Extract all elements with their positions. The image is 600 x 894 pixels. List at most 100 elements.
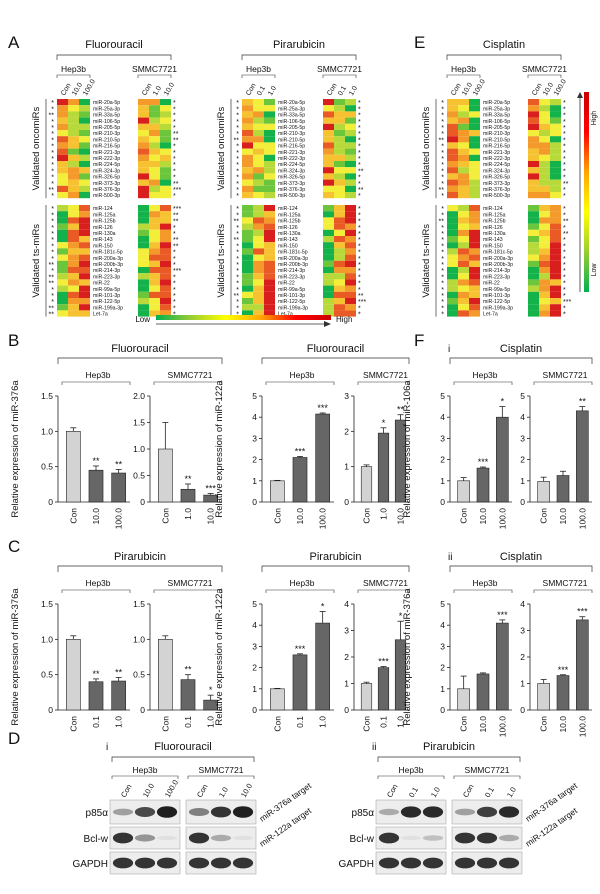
- heatmap-cell: [550, 298, 561, 305]
- bar: [158, 639, 173, 711]
- significance-right: *: [173, 281, 176, 288]
- heatmap-cell: [334, 291, 345, 298]
- heatmap-cell: [539, 310, 550, 317]
- heatmap-cell: [149, 154, 160, 161]
- y-tick-label: 4: [344, 599, 349, 609]
- cell-line-label: SMMC7721: [543, 578, 588, 588]
- heatmap-cell: [242, 161, 253, 168]
- significance-left: *: [236, 206, 239, 213]
- significance-right: *: [563, 137, 566, 144]
- heatmap-cell: [447, 173, 458, 180]
- heatmap-cell: [264, 298, 275, 305]
- heatmap-cell: [149, 285, 160, 292]
- heatmap-cell: [79, 267, 90, 274]
- significance-label: *: [501, 397, 505, 407]
- heatmap-cell: [334, 248, 345, 255]
- significance-left: *: [236, 113, 239, 120]
- heatmap-cell: [447, 291, 458, 298]
- x-tick-label: Con: [160, 716, 170, 732]
- heatmap-cell: [458, 111, 469, 118]
- heatmap-cell: [539, 254, 550, 261]
- y-axis-label: Relative expression of miR-376a: [10, 588, 21, 726]
- significance-label: ***: [295, 644, 306, 654]
- blot-band: [112, 832, 134, 844]
- heatmap-cell: [253, 236, 264, 243]
- heatmap-cell: [323, 111, 334, 118]
- sub-panel-label: ii: [448, 552, 452, 563]
- heatmap-cell: [334, 154, 345, 161]
- x-tick-label: 10.0: [295, 508, 305, 525]
- significance-right: *: [358, 137, 361, 144]
- heatmap-cell: [323, 154, 334, 161]
- heatmap-cell: [57, 105, 68, 112]
- blot-band: [134, 807, 156, 817]
- heatmap-cell: [345, 205, 356, 212]
- heatmap-cell: [253, 254, 264, 261]
- heatmap-cell: [68, 117, 79, 124]
- y-tick-label: 1: [440, 476, 445, 486]
- significance-right: *: [358, 237, 361, 244]
- heatmap-cell: [458, 205, 469, 212]
- cell-line-bracket: [265, 589, 335, 593]
- bar-group-SMMC7721: SMMC7721 0 1 2 3 Con * 1.0 ** 10.0: [344, 370, 410, 525]
- significance-label: ***: [558, 665, 569, 675]
- concentration-label: 1.0: [505, 785, 518, 799]
- mirna-row-label: miR-150: [483, 243, 503, 249]
- heatmap-cell: [539, 117, 550, 124]
- x-tick-label: 10.0: [558, 508, 568, 525]
- heatmap-cell: [138, 205, 149, 212]
- significance-left: *: [441, 250, 444, 257]
- y-tick-label: 0: [140, 705, 145, 715]
- heatmap-cell: [528, 211, 539, 218]
- bar: [292, 654, 308, 711]
- heatmap-cell: [323, 205, 334, 212]
- blot-band: [476, 832, 498, 844]
- significance-left: *: [236, 250, 239, 257]
- significance-left: **: [49, 281, 55, 288]
- heatmap-cell: [160, 154, 171, 161]
- y-tick-label: 0: [440, 497, 445, 507]
- heatmap-cell: [160, 304, 171, 311]
- significance-label: ***: [295, 446, 306, 456]
- heatmap-cell: [242, 260, 253, 267]
- y-tick-label: 2: [440, 455, 445, 465]
- cell-line-label: Hep3b: [85, 370, 110, 380]
- cell-line-bracket: [322, 74, 357, 78]
- heatmap-cell: [550, 205, 561, 212]
- y-tick-label: 2: [440, 663, 445, 673]
- concentration-label: 10.0: [239, 782, 254, 799]
- significance-left: *: [441, 305, 444, 312]
- blot-band: [476, 806, 498, 818]
- y-tick-label: 2: [344, 652, 349, 662]
- heatmap-cell: [242, 310, 253, 317]
- blot-band: [476, 857, 498, 869]
- heatmap-cell: [79, 291, 90, 298]
- heatmap-cell: [469, 205, 480, 212]
- heatmap-cell: [528, 285, 539, 292]
- western-blot-i: i Fluorouracil Hep3b Con 10.0 100.0 SMMC7721 Co…: [72, 741, 314, 875]
- blot-band: [378, 832, 400, 844]
- heatmap-cell: [528, 304, 539, 311]
- significance-left: *: [441, 243, 444, 250]
- significance-left: *: [236, 262, 239, 269]
- heatmap-cell: [458, 99, 469, 106]
- cell-line-bracket: [357, 381, 410, 385]
- heatmap-cell: [79, 248, 90, 255]
- mirna-row-label: miR-214-3p: [93, 268, 120, 274]
- cell-line-bracket: [453, 589, 513, 593]
- heatmap-cell: [334, 123, 345, 130]
- heatmap-cell: [323, 291, 334, 298]
- significance-left: *: [441, 100, 444, 107]
- mirna-row-label: miR-200b-3p: [483, 262, 513, 268]
- mirna-row-label: miR-210-5p: [278, 137, 305, 143]
- heatmap-cell: [447, 136, 458, 143]
- heatmap-cell: [68, 179, 79, 186]
- significance-left: *: [236, 256, 239, 263]
- heatmap-cell: [528, 229, 539, 236]
- heatmap-cell: [334, 148, 345, 155]
- heatmap-cell: [334, 136, 345, 143]
- y-tick-label: 3: [344, 391, 349, 401]
- heatmap-cell: [458, 179, 469, 186]
- heatmap-cell: [469, 154, 480, 161]
- heatmap-cell: [264, 236, 275, 243]
